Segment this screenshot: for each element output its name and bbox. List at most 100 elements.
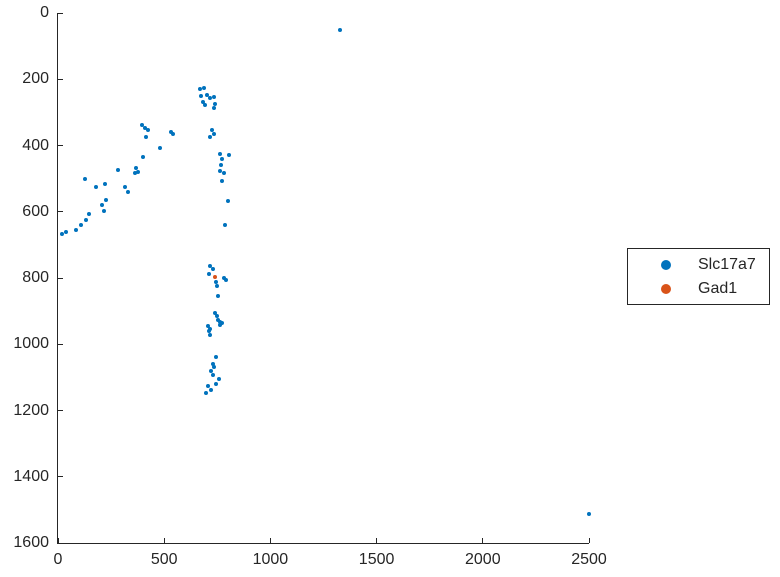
data-point-slc17a7 — [227, 153, 232, 158]
y-tick-label: 800 — [22, 269, 49, 286]
legend-item-gad1[interactable]: Gad1 — [628, 277, 769, 301]
data-point-slc17a7 — [224, 277, 229, 282]
x-tick-label: 1500 — [358, 551, 395, 568]
x-tick-label: 500 — [150, 551, 178, 568]
data-point-slc17a7 — [74, 227, 79, 232]
y-tick-mark — [58, 542, 63, 544]
legend-item-label: Slc17a7 — [698, 256, 756, 273]
data-point-slc17a7 — [210, 127, 215, 132]
data-point-slc17a7 — [205, 93, 210, 98]
data-point-slc17a7 — [214, 382, 219, 386]
data-point-slc17a7 — [218, 323, 223, 328]
y-tick-label: 200 — [22, 70, 49, 88]
x-tick-label: 2500 — [571, 551, 607, 568]
data-point-slc17a7 — [212, 106, 217, 111]
data-point-slc17a7 — [220, 178, 225, 183]
data-point-slc17a7 — [103, 181, 108, 186]
data-point-slc17a7 — [215, 283, 220, 288]
data-point-slc17a7 — [218, 169, 223, 173]
data-point-slc17a7 — [208, 96, 213, 101]
y-tick-mark — [58, 211, 63, 213]
data-point-slc17a7 — [208, 264, 213, 269]
x-tick-mark — [269, 538, 271, 543]
data-point-slc17a7 — [218, 320, 223, 325]
y-tick-label: 400 — [22, 136, 49, 154]
x-tick-mark — [588, 538, 590, 543]
data-point-slc17a7 — [213, 311, 218, 316]
data-point-slc17a7 — [143, 125, 148, 130]
x-tick-label: 1000 — [252, 551, 289, 568]
y-tick-label: 0 — [40, 4, 49, 21]
data-point-slc17a7 — [209, 387, 214, 392]
data-point-slc17a7 — [204, 390, 209, 395]
y-tick-mark — [58, 78, 63, 80]
data-point-slc17a7 — [87, 212, 91, 217]
data-point-slc17a7 — [158, 146, 163, 151]
y-tick-label: 1000 — [13, 335, 49, 353]
data-point-slc17a7 — [136, 170, 141, 174]
y-tick-mark — [58, 145, 63, 146]
y-tick-mark — [58, 12, 63, 14]
data-point-slc17a7 — [219, 163, 224, 168]
data-point-slc17a7 — [140, 122, 145, 127]
y-tick-label: 600 — [22, 202, 49, 220]
y-tick-mark — [58, 277, 63, 279]
legend[interactable]: Slc17a7 Gad1 — [627, 248, 770, 305]
y-tick-mark — [58, 476, 63, 478]
y-tick-label: 1400 — [13, 467, 49, 485]
data-point-slc17a7 — [213, 102, 218, 107]
data-point-slc17a7 — [211, 362, 216, 367]
data-point-slc17a7 — [133, 170, 138, 175]
data-point-slc17a7 — [207, 329, 212, 333]
data-point-slc17a7 — [218, 152, 223, 157]
x-tick-mark — [376, 538, 378, 543]
data-point-slc17a7 — [207, 272, 212, 277]
x-tick-mark — [57, 538, 59, 543]
data-point-gad1 — [213, 275, 218, 279]
data-point-slc17a7 — [220, 157, 225, 162]
data-point-slc17a7 — [64, 229, 69, 234]
data-point-slc17a7 — [217, 377, 222, 382]
legend-item-label: Gad1 — [698, 280, 738, 297]
data-point-slc17a7 — [216, 293, 221, 298]
data-point-slc17a7 — [214, 279, 219, 284]
legend-marker-icon — [661, 284, 671, 294]
x-tick-mark — [163, 538, 165, 543]
data-point-slc17a7 — [144, 134, 149, 139]
data-point-slc17a7 — [134, 166, 139, 171]
data-point-slc17a7 — [198, 86, 203, 91]
y-tick-label: 1200 — [13, 401, 49, 419]
data-point-slc17a7 — [214, 355, 219, 360]
data-point-slc17a7 — [102, 209, 107, 214]
data-point-slc17a7 — [171, 131, 176, 136]
data-point-slc17a7 — [100, 203, 105, 208]
y-tick-label: 1600 — [13, 534, 49, 551]
data-point-slc17a7 — [116, 168, 121, 172]
data-point-slc17a7 — [226, 199, 231, 204]
data-point-slc17a7 — [211, 267, 216, 272]
data-point-slc17a7 — [104, 198, 108, 203]
legend-item-slc17a7[interactable]: Slc17a7 — [628, 253, 769, 277]
data-point-slc17a7 — [208, 332, 213, 337]
x-tick-label: 2000 — [465, 551, 501, 568]
data-point-slc17a7 — [212, 131, 217, 136]
data-point-slc17a7 — [206, 383, 211, 388]
x-tick-mark — [482, 538, 484, 543]
data-point-slc17a7 — [223, 223, 228, 227]
data-point-slc17a7 — [209, 369, 214, 374]
data-point-slc17a7 — [202, 85, 207, 90]
data-point-slc17a7 — [222, 170, 227, 175]
data-point-slc17a7 — [199, 94, 204, 99]
data-point-slc17a7 — [60, 231, 65, 236]
data-point-slc17a7 — [220, 321, 225, 326]
x-tick-label: 0 — [53, 551, 63, 568]
data-point-slc17a7 — [123, 184, 128, 189]
data-point-slc17a7 — [94, 184, 99, 189]
data-point-slc17a7 — [338, 27, 343, 32]
data-point-slc17a7 — [203, 103, 208, 108]
data-point-slc17a7 — [208, 134, 213, 139]
data-point-slc17a7 — [141, 155, 146, 160]
data-point-slc17a7 — [211, 373, 216, 378]
data-point-slc17a7 — [587, 512, 591, 517]
